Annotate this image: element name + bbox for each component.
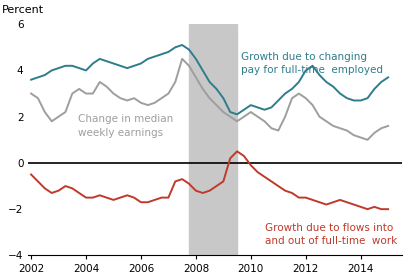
Text: Percent: Percent bbox=[2, 5, 45, 15]
Text: Growth due to flows into
and out of full-time  work: Growth due to flows into and out of full… bbox=[265, 223, 397, 246]
Text: Change in median
weekly earnings: Change in median weekly earnings bbox=[78, 114, 173, 137]
Text: Growth due to changing
pay for full-time  employed: Growth due to changing pay for full-time… bbox=[241, 52, 383, 75]
Bar bbox=[189, 24, 237, 255]
